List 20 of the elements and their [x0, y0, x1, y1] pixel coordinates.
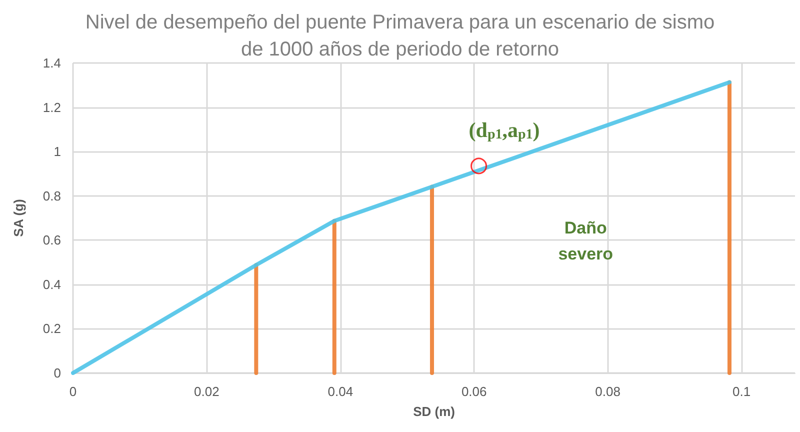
y-tick-label: 0.4: [42, 276, 61, 292]
x-tick-label: 0.04: [328, 384, 354, 399]
y-tick-label: 1: [54, 144, 61, 160]
line-series: [71, 80, 732, 375]
x-tick-label: 0: [69, 384, 77, 399]
annotation: (dp1,ap1): [468, 118, 540, 142]
annotation: Daño severo: [558, 218, 614, 264]
x-axis-title: SD (m): [413, 404, 455, 419]
chart-title: Nivel de desempeño del puente Primavera para un escenario de sismo de 1000 años de periodo de retorno: [85, 12, 715, 60]
x-tick-label: 0.1: [732, 384, 751, 399]
y-tick-label: 0.8: [42, 188, 61, 204]
y-tick-label: 0: [54, 366, 61, 380]
y-axis-title: SA (g): [11, 199, 26, 237]
y-tick-label: 1.4: [42, 56, 61, 70]
x-tick-label: 0.02: [194, 384, 220, 399]
x-tick-label: 0.08: [595, 384, 620, 399]
x-tick-label: 0.06: [461, 384, 487, 399]
y-tick-label: 1.2: [42, 100, 61, 115]
y-tick-label: 0.2: [42, 321, 61, 336]
y-tick-label: 0.6: [42, 232, 61, 248]
